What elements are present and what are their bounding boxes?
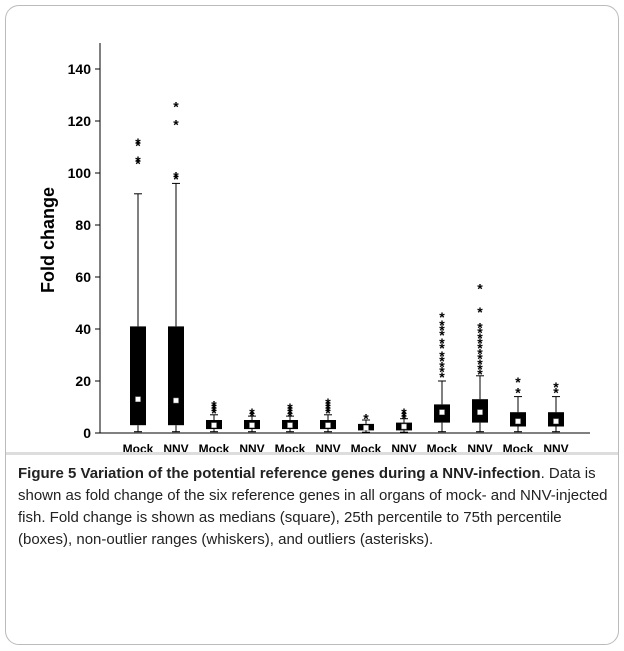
outlier: * [477,356,483,372]
box-label: Mock [351,442,382,455]
outlier: * [439,327,445,343]
y-axis-label: Fold change [38,187,58,293]
box-label: NNV [391,442,416,455]
outlier: * [439,353,445,369]
box-label: NNV [315,442,340,455]
median [249,422,255,428]
outlier: * [553,384,559,400]
outlier: * [477,340,483,356]
caption: Figure 5 Variation of the potential refe… [18,463,608,551]
outlier: * [325,400,331,416]
median [401,423,407,430]
box-label: NNV [239,442,264,455]
outlier: * [135,135,141,151]
outlier: * [477,319,483,335]
box-label: NNV [163,442,188,455]
outlier: * [401,408,407,424]
median [211,422,217,428]
outlier: * [439,317,445,333]
outlier: * [287,403,293,419]
outlier: * [477,351,483,367]
box-label: Mock [123,442,154,455]
chart: Fold change 020406080100120140ACTB1Mock*… [38,43,590,455]
outlier: * [515,384,521,400]
outlier: * [439,309,445,325]
outlier: * [515,374,521,390]
outlier: * [325,395,331,411]
outlier: * [477,325,483,341]
box-label: Mock [275,442,306,455]
outlier: * [173,171,179,187]
outlier: * [477,330,483,346]
outlier: * [439,364,445,380]
outlier: * [477,361,483,377]
box-label: Mock [503,442,534,455]
outlier: * [439,322,445,338]
outlier: * [439,335,445,351]
y-tick-label: 0 [83,425,91,441]
outlier: * [477,280,483,296]
y-tick-label: 120 [68,113,92,129]
outlier: * [477,345,483,361]
caption-text: . Data is shown as fold change of the si… [18,465,608,548]
outlier: * [325,403,331,419]
y-tick-label: 100 [68,165,92,181]
y-tick-label: 40 [75,321,91,337]
outlier: * [439,340,445,356]
outlier: * [439,358,445,374]
outlier: * [287,405,293,421]
outlier: * [401,405,407,421]
outlier: * [401,410,407,426]
outlier: * [553,379,559,395]
outlier: * [173,98,179,114]
median [325,422,331,428]
box [168,326,184,426]
box-label: Mock [427,442,458,455]
median [135,396,141,402]
outlier: * [477,335,483,351]
outlier: * [477,304,483,320]
outlier: * [173,169,179,185]
outlier: * [173,117,179,133]
y-tick-label: 140 [68,61,92,77]
outlier: * [211,405,217,421]
separator [6,452,618,455]
outlier: * [325,397,331,413]
box-label: Mock [199,442,230,455]
outlier: * [287,400,293,416]
outlier: * [287,408,293,424]
outlier: * [439,348,445,364]
median [553,418,559,425]
median [515,418,521,425]
caption-label: Figure 5 Variation of the potential refe… [18,465,541,482]
outlier: * [363,410,369,426]
outlier: * [135,156,141,172]
outlier: * [135,137,141,153]
box-label: NNV [543,442,568,455]
median [363,425,369,431]
outlier: * [249,408,255,424]
figure-frame [5,5,619,645]
median [287,422,293,428]
box [130,326,146,426]
box-label: NNV [467,442,492,455]
outlier: * [135,153,141,169]
median [439,409,445,415]
outlier: * [439,369,445,385]
outlier: * [211,397,217,413]
y-tick-label: 20 [75,373,91,389]
outlier: * [211,400,217,416]
outlier: * [477,366,483,382]
outlier: * [325,405,331,421]
outlier: * [211,403,217,419]
y-tick-label: 60 [75,269,91,285]
median [477,409,483,415]
y-tick-label: 80 [75,217,91,233]
median [173,397,179,404]
outlier: * [249,405,255,421]
